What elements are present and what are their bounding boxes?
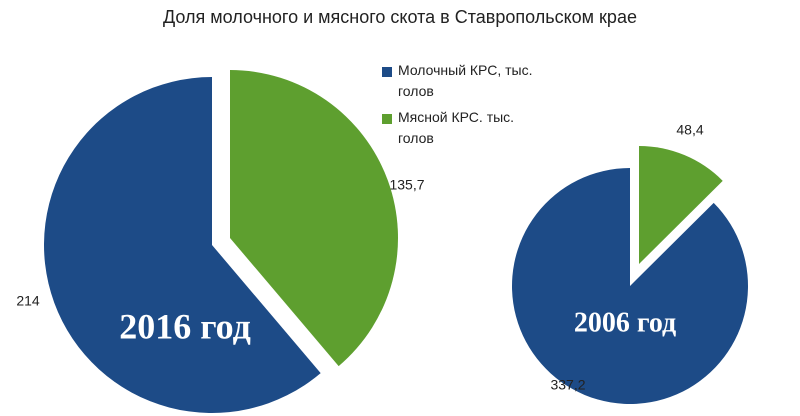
legend-label: Молочный КРС, тыс. голов (398, 62, 533, 99)
data-label: 214 (16, 293, 40, 309)
legend-label: Мясной КРС. тыс. голов (398, 109, 515, 146)
chart-title: Доля молочного и мясного скота в Ставроп… (163, 7, 637, 27)
pie-slice (511, 167, 748, 404)
data-label: 48,4 (676, 122, 703, 138)
pie-slice (639, 146, 723, 264)
data-label: 135,7 (389, 177, 424, 193)
pie-slice (230, 70, 398, 367)
pie-slice (44, 77, 321, 413)
legend-swatch (382, 114, 392, 124)
pie-label: 2016 год (119, 306, 251, 346)
legend-swatch (382, 67, 392, 77)
data-label: 337,2 (550, 377, 585, 393)
pie-label: 2006 год (574, 307, 676, 338)
